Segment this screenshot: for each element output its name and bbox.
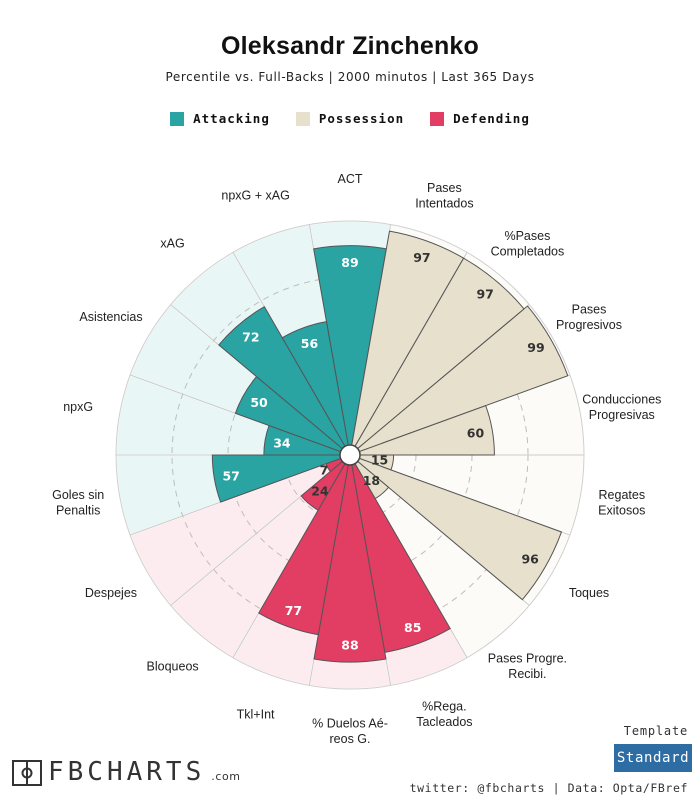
category-label-duelos-a-reos-g: % Duelos Aé-reos G.	[312, 716, 388, 746]
brand-name: FBCHARTS	[48, 757, 206, 787]
value-label-conducciones-progresivas: 60	[467, 425, 485, 440]
category-label-npxg: npxG	[63, 400, 93, 414]
value-label-npxg: 34	[273, 435, 291, 450]
value-label-rega-tacleados: 85	[404, 620, 421, 635]
value-label-pases-progresivos: 99	[527, 340, 544, 355]
pitch-icon	[12, 760, 42, 786]
legend-item-possession: Possession	[295, 111, 405, 126]
chart-subtitle: Percentile vs. Full-Backs | 2000 minutos…	[165, 70, 535, 84]
data-credit: twitter: @fbcharts | Data: Opta/FBref	[409, 781, 688, 795]
template-label: Template	[623, 724, 688, 738]
chart-title: Oleksandr Zinchenko	[220, 32, 480, 60]
value-label-asistencias: 50	[250, 395, 268, 410]
legend-swatch-attacking	[170, 111, 185, 126]
value-label-pases-intentados: 97	[413, 250, 430, 265]
legend: Attacking Possession Defending	[0, 111, 700, 126]
category-label-pases-progre-recibi: Pases Progre. Recibi.	[488, 652, 567, 682]
value-label-xag: 72	[242, 329, 259, 344]
category-label-toques: Toques	[569, 586, 609, 600]
legend-item-defending: Defending	[430, 111, 530, 126]
category-label-rega-tacleados: %Rega. Tacleados	[416, 700, 472, 730]
legend-label-possession: Possession	[318, 111, 405, 126]
value-label-pases-completados: 97	[476, 286, 493, 301]
value-label-toques: 96	[521, 552, 539, 567]
value-label-regates-exitosos: 15	[371, 453, 388, 468]
legend-label-attacking: Attacking	[193, 111, 270, 126]
value-label-duelos-a-reos-g: 88	[341, 638, 358, 653]
value-label-bloqueos: 24	[311, 483, 329, 498]
outer-ring	[115, 220, 585, 690]
legend-label-defending: Defending	[453, 111, 530, 126]
center-hub	[339, 444, 361, 466]
template-standard-button[interactable]: Standard	[614, 744, 692, 772]
category-label-npxg-xag: npxG + xAG	[221, 189, 289, 203]
category-label-regates-exitosos: Regates Exitosos	[598, 488, 645, 517]
category-label-pases-completados: %Pases Completados	[491, 229, 565, 258]
value-label-goles-sin-penaltis: 57	[222, 468, 239, 483]
category-label-act: ACT	[338, 172, 363, 186]
category-label-conducciones-progresivas: Conducciones Progresivas	[582, 392, 661, 422]
brand-suffix: .com	[211, 770, 241, 783]
value-label-npxg-xag: 56	[301, 336, 319, 351]
value-label-act: 89	[341, 255, 358, 270]
category-label-despejes: Despejes	[85, 586, 137, 600]
value-label-despejes: 7	[320, 463, 329, 478]
category-label-bloqueos: Bloqueos	[147, 659, 199, 673]
legend-swatch-possession	[295, 111, 310, 126]
category-label-goles-sin-penaltis: Goles sin Penaltis	[52, 488, 104, 517]
category-label-pases-intentados: Pases Intentados	[415, 181, 473, 211]
category-label-pases-progresivos: Pases Progresivos	[556, 302, 622, 332]
legend-item-attacking: Attacking	[170, 111, 270, 126]
brand-logo: FBCHARTS .com	[12, 758, 241, 786]
value-label-tkl-int: 77	[285, 603, 302, 618]
category-label-xag: xAG	[160, 237, 184, 251]
legend-swatch-defending	[430, 111, 445, 126]
category-label-tkl-int: Tkl+Int	[237, 707, 275, 721]
value-label-pases-progre-recibi: 18	[363, 473, 380, 488]
category-label-asistencias: Asistencias	[79, 310, 142, 324]
